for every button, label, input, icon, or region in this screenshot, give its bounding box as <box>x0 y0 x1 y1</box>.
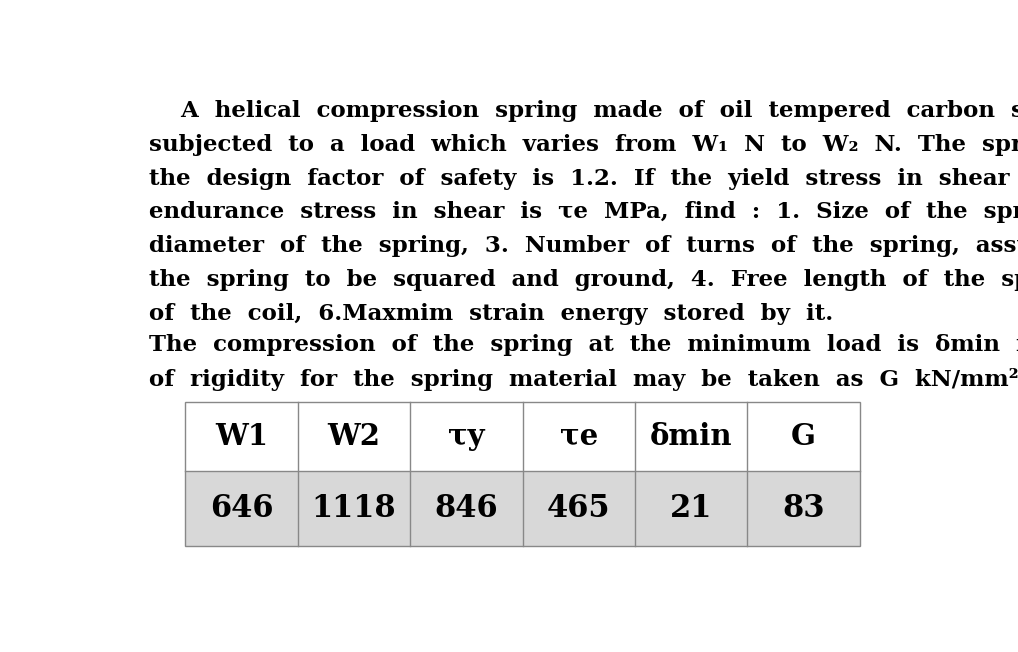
Text: endurance  stress  in  shear  is  τe  MPa,  find  :  1.  Size  of  the  spring  : endurance stress in shear is τe MPa, fin… <box>149 201 1018 224</box>
Text: W2: W2 <box>328 422 381 451</box>
Text: 646: 646 <box>210 493 273 524</box>
Text: τe: τe <box>560 422 598 451</box>
Text: δmin: δmin <box>649 422 732 451</box>
Text: A  helical  compression  spring  made  of  oil  tempered  carbon  steel,  is: A helical compression spring made of oil… <box>149 100 1018 122</box>
Text: diameter  of  the  spring,  3.  Number  of  turns  of  the  spring,  assuming  t: diameter of the spring, 3. Number of tur… <box>149 235 1018 258</box>
Text: 465: 465 <box>547 493 611 524</box>
Text: The  compression  of  the  spring  at  the  minimum  load  is  δmin  mm.  The  m: The compression of the spring at the min… <box>149 334 1018 356</box>
Text: the  spring  to  be  squared  and  ground,  4.  Free  length  of  the  spring  a: the spring to be squared and ground, 4. … <box>149 269 1018 291</box>
Text: 83: 83 <box>782 493 825 524</box>
Text: of  rigidity  for  the  spring  material  may  be  taken  as  G  kN/mm².: of rigidity for the spring material may … <box>149 368 1018 391</box>
Text: 1118: 1118 <box>312 493 396 524</box>
Bar <box>185 402 859 546</box>
Text: subjected  to  a  load  which  varies  from  W₁  N  to  W₂  N.  The  spring  ind: subjected to a load which varies from W₁… <box>149 134 1018 156</box>
Text: of  the  coil,  6.Maxmim  strain  energy  stored  by  it.: of the coil, 6.Maxmim strain energy stor… <box>149 303 833 325</box>
Text: τy: τy <box>448 422 485 451</box>
Text: G: G <box>791 422 815 451</box>
Bar <box>185 471 859 546</box>
Text: the  design  factor  of  safety  is  1.2.  If  the  yield  stress  in  shear  is: the design factor of safety is 1.2. If t… <box>149 168 1018 190</box>
Text: W1: W1 <box>215 422 268 451</box>
Text: 21: 21 <box>670 493 713 524</box>
Text: 846: 846 <box>435 493 498 524</box>
